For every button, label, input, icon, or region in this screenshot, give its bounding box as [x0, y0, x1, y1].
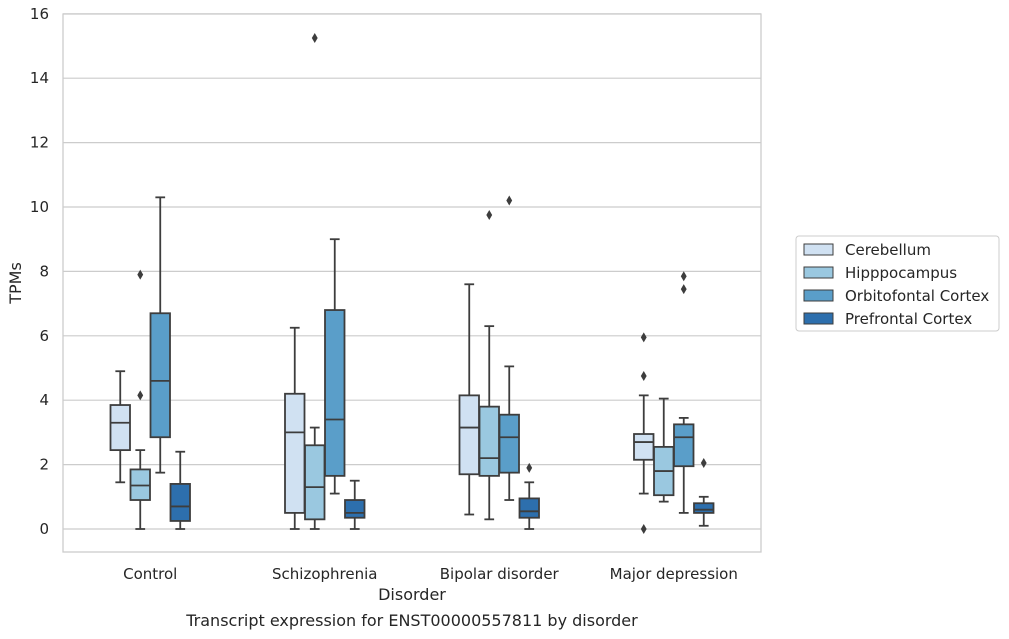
box-3-3: [693, 457, 715, 527]
box-2-0: [458, 283, 480, 516]
box-iqr: [344, 499, 366, 519]
x-tick-label: Control: [123, 565, 177, 583]
outlier-point: [700, 457, 707, 468]
outlier-point: [137, 269, 144, 280]
box-iqr: [284, 392, 306, 514]
y-tick-label: 10: [30, 198, 49, 216]
outlier-point: [680, 271, 687, 282]
legend-label: Hipppocampus: [845, 264, 957, 282]
legend-swatch: [803, 289, 834, 302]
y-tick-label: 14: [30, 69, 49, 87]
outlier-point: [486, 210, 493, 221]
box-0-2: [149, 196, 171, 474]
box-iqr: [633, 433, 655, 461]
box-iqr: [693, 502, 715, 514]
y-tick-label: 4: [39, 391, 49, 409]
box-0-0: [109, 370, 131, 484]
box-iqr: [109, 404, 131, 452]
box-plot-series: [109, 32, 715, 534]
legend-label: Prefrontal Cortex: [845, 310, 972, 328]
box-3-0: [633, 332, 655, 534]
y-tick-label: 6: [39, 327, 49, 345]
box-2-3: [518, 462, 540, 530]
chart-caption: Transcript expression for ENST0000055781…: [185, 611, 638, 630]
box-iqr: [304, 444, 326, 521]
legend-label: Orbitofontal Cortex: [845, 287, 989, 305]
box-iqr: [324, 309, 346, 477]
outlier-point: [640, 524, 647, 534]
y-tick-label: 2: [39, 456, 49, 474]
box-0-3: [169, 450, 191, 530]
outlier-point: [311, 32, 318, 43]
outlier-point: [526, 462, 533, 473]
box-1-1: [304, 32, 326, 530]
legend-frame: [795, 235, 1000, 332]
box-3-2: [673, 271, 695, 514]
legend-label: Cerebellum: [845, 241, 931, 259]
box-iqr: [673, 423, 695, 468]
x-tick-label: Bipolar disorder: [440, 565, 560, 583]
box-1-3: [344, 479, 366, 530]
box-iqr: [169, 483, 191, 522]
box-3-1: [653, 397, 675, 503]
x-tick-label: Major depression: [610, 565, 738, 583]
outlier-point: [640, 371, 647, 382]
box-1-0: [284, 326, 306, 530]
y-tick-label: 16: [30, 5, 49, 23]
box-2-2: [498, 195, 520, 501]
y-tick-label: 0: [39, 520, 49, 538]
plot-frame: [62, 13, 762, 553]
y-tick-label: 8: [39, 262, 49, 280]
box-0-1: [129, 269, 151, 530]
outlier-point: [680, 284, 687, 295]
box-2-1: [478, 210, 500, 521]
legend-swatch: [803, 243, 834, 256]
x-tick-labels: Control Schizophrenia Bipolar disorder Majo…: [123, 565, 738, 583]
box-iqr: [458, 394, 480, 476]
x-axis-label: Disorder: [378, 585, 446, 604]
outlier-point: [640, 332, 647, 343]
box-iqr: [149, 312, 171, 439]
legend-swatch: [803, 266, 834, 279]
legend-swatch: [803, 312, 834, 325]
box-iqr: [478, 405, 500, 477]
box-iqr: [498, 413, 520, 474]
y-tick-label: 12: [30, 134, 49, 152]
y-axis-label: TPMs: [6, 262, 25, 305]
x-tick-label: Schizophrenia: [272, 565, 377, 583]
outlier-point: [506, 195, 513, 206]
legend: Cerebellum Hipppocampus Orbitofontal Corte…: [795, 235, 1000, 332]
box-iqr: [518, 497, 540, 519]
box-1-2: [324, 238, 346, 495]
outlier-point: [137, 390, 144, 401]
y-tick-labels: 0 2 4 6 8 10 12 14 16: [30, 5, 49, 538]
